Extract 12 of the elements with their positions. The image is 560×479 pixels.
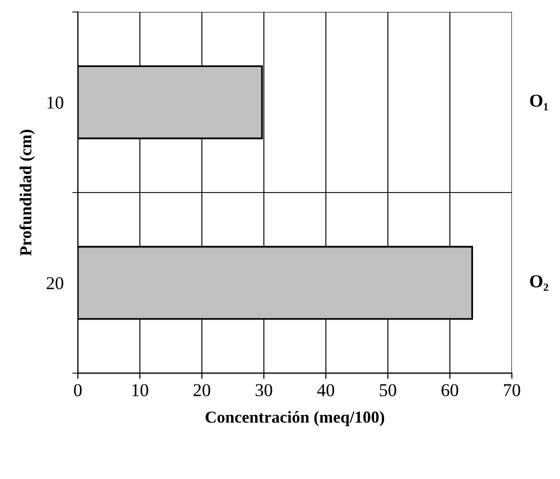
x-tick-label: 0 (74, 384, 82, 396)
x-tick-label: 20 (194, 384, 210, 396)
x-tick-label: 50 (380, 384, 396, 396)
x-tick-label: 70 (504, 384, 520, 396)
x-tick-label: 30 (256, 384, 272, 396)
x-tick-label: 40 (317, 384, 334, 396)
y-axis-title: Profundidad (cm) (20, 130, 35, 256)
x-tick-label: 60 (442, 384, 458, 396)
x-axis-title: Concentración (meq/100) (206, 411, 384, 426)
x-tick-label: 10 (132, 384, 148, 396)
text: O₁ (530, 94, 548, 110)
text: O₂ (530, 275, 548, 291)
